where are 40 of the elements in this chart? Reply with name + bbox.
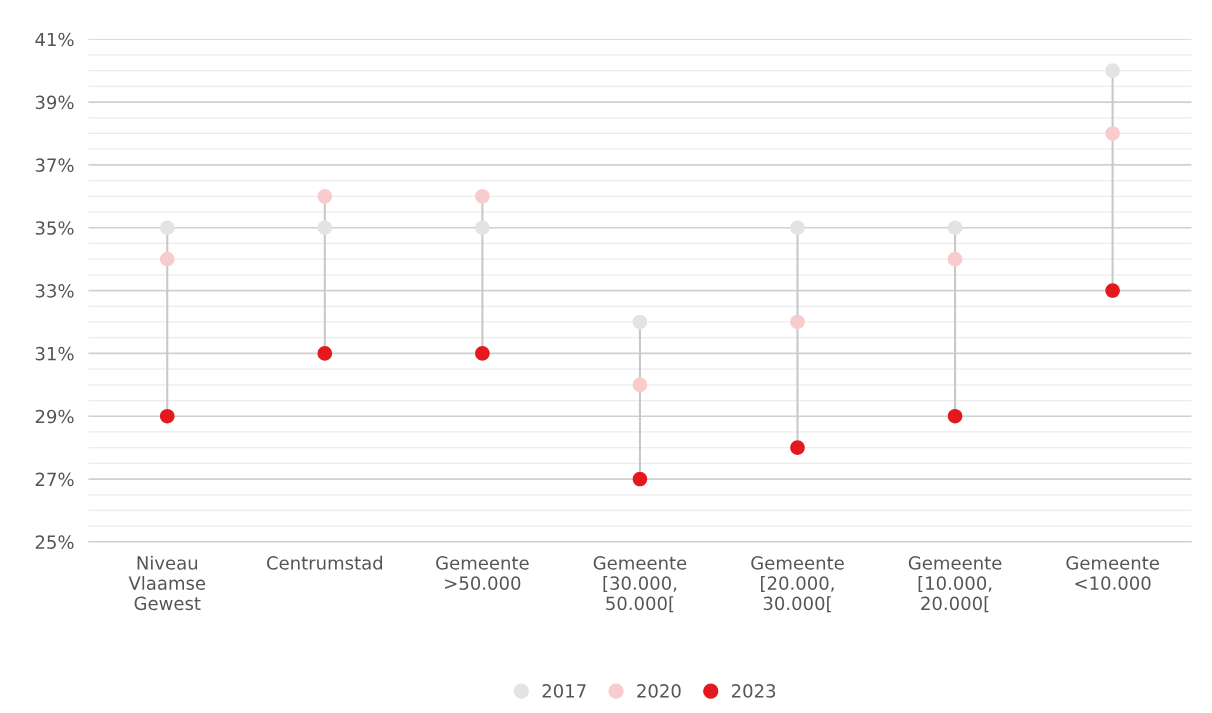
point bbox=[317, 189, 333, 204]
point bbox=[475, 220, 490, 235]
y-tick-label: 33% bbox=[35, 284, 74, 298]
x-tick-label: Gemeente [30.000, 50.000[ bbox=[593, 556, 687, 613]
point bbox=[159, 251, 175, 267]
x-tick-label: Gemeente [10.000, 20.000[ bbox=[908, 556, 1002, 613]
point bbox=[317, 346, 333, 361]
x-tick-label: Gemeente <10.000 bbox=[1066, 556, 1159, 590]
point bbox=[947, 408, 963, 424]
y-tick-label: 27% bbox=[35, 472, 74, 487]
x-tick-label: Gemeente [20.000, 30.000[ bbox=[751, 556, 844, 613]
point bbox=[790, 440, 805, 455]
x-tick-label: Niveau Vlaamse Gewest bbox=[128, 555, 206, 611]
point bbox=[947, 220, 963, 235]
x-tick-label: Centrumstad bbox=[266, 555, 383, 570]
legend-label: 2017 bbox=[542, 684, 586, 698]
point bbox=[475, 189, 490, 204]
point bbox=[632, 314, 648, 330]
point bbox=[632, 471, 648, 487]
point bbox=[317, 220, 333, 235]
point bbox=[790, 220, 805, 235]
y-tick-label: 37% bbox=[35, 158, 74, 172]
point bbox=[1105, 283, 1120, 298]
y-tick-label: 41% bbox=[35, 32, 74, 47]
y-tick-label: 35% bbox=[35, 221, 74, 235]
point bbox=[1105, 63, 1120, 78]
point bbox=[632, 377, 648, 393]
point bbox=[1105, 126, 1120, 141]
y-tick-label: 25% bbox=[35, 535, 74, 549]
y-tick-label: 29% bbox=[35, 409, 74, 424]
y-tick-label: 39% bbox=[35, 95, 74, 110]
point bbox=[947, 251, 963, 267]
point bbox=[159, 220, 175, 235]
legend-label: 2023 bbox=[731, 684, 776, 698]
legend-label: 2020 bbox=[637, 684, 681, 698]
point bbox=[790, 314, 805, 330]
point bbox=[475, 346, 490, 361]
y-tick-label: 31% bbox=[35, 346, 74, 361]
x-tick-label: Gemeente >50.000 bbox=[436, 556, 529, 590]
point bbox=[159, 408, 175, 424]
